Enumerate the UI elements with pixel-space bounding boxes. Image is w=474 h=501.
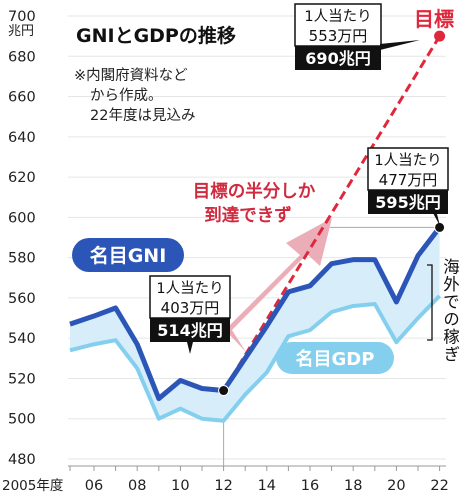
x-axis-ticks: 2005年度 06 08 10 12 14 16 18 20 22 xyxy=(2,465,449,494)
target-line: 目標 xyxy=(222,7,454,392)
y-tick-label-580: 580 xyxy=(8,251,36,267)
y-unit-label: 兆円 xyxy=(8,24,34,39)
overseas-income-band xyxy=(70,227,440,421)
note-line-3: 22年度は見込み xyxy=(90,107,195,124)
gdp-line xyxy=(69,294,442,423)
callout-value-0: 514兆円 xyxy=(157,321,222,340)
callout-line1-1: 1人当たり xyxy=(374,152,441,169)
y-tick-label-520: 520 xyxy=(8,371,36,387)
callout-box-2 xyxy=(294,3,382,47)
gni-gdp-band xyxy=(70,227,440,421)
y-tick-label-500: 500 xyxy=(8,412,36,428)
gdp-label: 名目GDP xyxy=(296,348,375,370)
callout-line2-0: 403万円 xyxy=(161,299,220,317)
callout-1: 1人当たり 477万円 595兆円 xyxy=(367,147,449,226)
callout-line2-1: 477万円 xyxy=(379,171,438,189)
y-tick-label-660: 660 xyxy=(8,90,36,106)
callout-2: 1人当たり 553万円 690兆円 xyxy=(294,3,420,70)
note-line-2: から作成。 xyxy=(90,87,163,104)
y-tick-label-640: 640 xyxy=(8,130,36,146)
callout-pointer-1 xyxy=(425,198,440,226)
band-bracket xyxy=(427,264,433,341)
marker-2022 xyxy=(434,221,446,233)
gni-line xyxy=(69,225,442,402)
callout-pointer-2 xyxy=(380,40,420,50)
band-label: 海外での稼ぎ xyxy=(441,258,460,363)
callout-value-box-2 xyxy=(295,46,381,70)
y-tick-label-480: 480 xyxy=(8,452,36,468)
callout-box-1 xyxy=(367,147,449,191)
callout-line1-0: 1人当たり xyxy=(156,280,223,297)
x-tick-label-2014: 14 xyxy=(258,478,276,494)
gdp-label-pill xyxy=(276,342,394,374)
y-tick-label-680: 680 xyxy=(8,49,36,65)
gni-label-pill xyxy=(72,238,184,272)
x-tick-label-2020: 20 xyxy=(387,478,405,494)
gap-annotation-line-1: 目標の半分しか xyxy=(193,181,316,202)
target-point xyxy=(434,30,446,42)
series-lines xyxy=(69,221,446,423)
note-line-1: ※内閣府資料など xyxy=(74,67,188,84)
target-label: 目標 xyxy=(414,7,454,31)
gap-annotation-line-2: 到達できず xyxy=(204,206,292,226)
x-tick-label-2008: 08 xyxy=(128,478,146,494)
gap-arrow xyxy=(225,218,332,352)
x-tick-label-2005: 2005年度 xyxy=(2,478,63,494)
x-tick-label-2018: 18 xyxy=(344,478,362,494)
callout-value-2: 690兆円 xyxy=(305,49,370,68)
y-tick-label-540: 540 xyxy=(8,331,36,347)
x-tick-label-2006: 06 xyxy=(85,478,103,494)
x-tick-label-2022: 22 xyxy=(430,478,448,494)
callout-0: 1人当たり 403万円 514兆円 xyxy=(149,275,231,354)
y-tick-label-620: 620 xyxy=(8,170,36,186)
y-tick-label-560: 560 xyxy=(8,291,36,307)
callout-line1-2: 1人当たり xyxy=(304,8,371,25)
marker-2012 xyxy=(218,385,230,397)
callout-pointer-0 xyxy=(186,338,194,354)
callouts: 1人当たり 403万円 514兆円 1人当たり 477万円 595兆円 1人当たり 553万円… xyxy=(149,3,449,354)
gni-label: 名目GNI xyxy=(90,244,167,267)
x-tick-label-2016: 16 xyxy=(301,478,319,494)
callout-box-0 xyxy=(149,275,231,319)
x-tick-label-2010: 10 xyxy=(171,478,189,494)
chart-title: GNIとGDPの推移 xyxy=(76,24,236,47)
y-tick-label-600: 600 xyxy=(8,210,36,226)
x-tick-label-2012: 12 xyxy=(214,478,232,494)
callout-value-1: 595兆円 xyxy=(375,193,440,212)
y-tick-label-700: 700 xyxy=(8,9,36,25)
callout-line2-2: 553万円 xyxy=(309,27,368,45)
